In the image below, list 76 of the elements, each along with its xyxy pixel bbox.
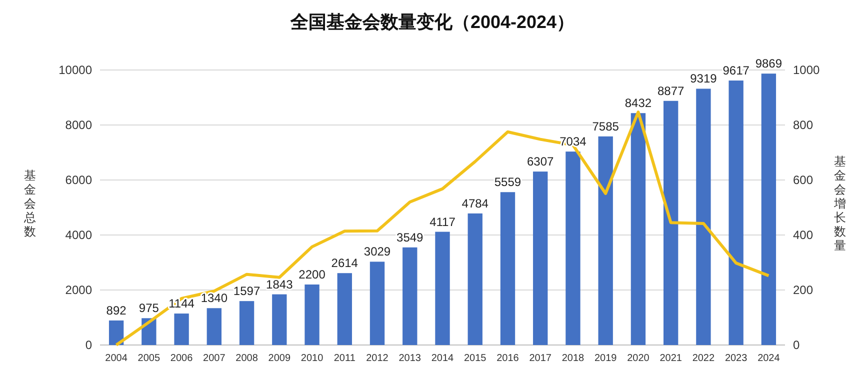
x-tick-label: 2005	[138, 353, 160, 364]
x-tick-label: 2008	[236, 353, 258, 364]
bar	[761, 74, 776, 345]
data-label: 7585	[592, 119, 620, 134]
y2-tick-label: 800	[793, 118, 814, 132]
data-label: 8432	[624, 96, 652, 110]
data-label: 1597	[233, 284, 260, 298]
data-label: 9617	[722, 64, 750, 78]
bar	[630, 113, 646, 345]
x-tick-label: 2019	[594, 353, 618, 364]
chart-title: 全国基金会数量变化（2004-2024）	[289, 12, 575, 32]
data-label: 3029	[364, 244, 391, 259]
bar	[696, 88, 711, 345]
y2-tick-label: 200	[793, 283, 814, 297]
y2-axis-title: 基金会增长数量	[833, 154, 846, 252]
x-tick-label: 2018	[562, 353, 585, 364]
y2-tick-label: 600	[793, 173, 814, 187]
bar	[239, 301, 254, 345]
bar	[108, 320, 124, 345]
x-tick-label: 2007	[203, 353, 226, 364]
x-tick-label: 2012	[366, 353, 389, 364]
y-tick-label: 8000	[65, 118, 92, 132]
x-tick-label: 2017	[529, 353, 552, 364]
data-label: 1843	[266, 277, 294, 292]
x-tick-label: 2011	[334, 353, 356, 364]
data-label: 1340	[200, 291, 228, 306]
x-tick-label: 2014	[431, 353, 454, 364]
x-tick-label: 2006	[170, 353, 194, 364]
data-label: 4784	[462, 196, 489, 210]
y-tick-label: 10000	[58, 63, 92, 77]
x-tick-label: 2013	[398, 353, 422, 364]
data-label: 9319	[690, 72, 718, 86]
data-label: 975	[138, 301, 160, 316]
data-label: 5559	[494, 175, 522, 190]
bar	[370, 262, 385, 345]
data-label: 8877	[657, 84, 685, 98]
x-tick-label: 2004	[105, 353, 128, 364]
bar	[598, 136, 613, 345]
bar	[174, 314, 189, 345]
bar	[402, 247, 418, 345]
y-tick-label: 0	[85, 338, 92, 352]
y2-tick-label: 400	[793, 228, 814, 242]
bar	[663, 100, 678, 345]
bar	[500, 192, 516, 345]
bar	[206, 308, 222, 345]
bar	[435, 232, 450, 345]
y-tick-label: 4000	[65, 228, 92, 242]
bar	[468, 213, 482, 345]
x-tick-label: 2024	[758, 353, 780, 364]
x-tick-label: 2009	[268, 353, 291, 364]
bar	[337, 273, 352, 345]
y-tick-label: 2000	[65, 283, 92, 297]
data-label: 2200	[298, 268, 326, 282]
data-label: 9869	[755, 56, 782, 71]
x-tick-label: 2016	[496, 353, 520, 364]
y-axis-title: 基金会总数	[23, 168, 36, 238]
data-label: 2614	[331, 256, 358, 270]
y2-tick-label: 1000	[793, 63, 820, 77]
bar	[272, 294, 287, 345]
x-tick-label: 2010	[300, 353, 324, 364]
data-label: 4117	[430, 214, 456, 229]
data-label: 7034	[560, 134, 587, 149]
x-tick-label: 2020	[627, 353, 650, 364]
y2-tick-label: 0	[793, 338, 800, 352]
y-tick-label: 6000	[65, 173, 92, 187]
x-tick-label: 2021	[660, 353, 682, 364]
data-label: 6307	[527, 154, 554, 169]
x-tick-label: 2015	[464, 353, 487, 364]
x-tick-label: 2023	[724, 353, 748, 364]
bar	[533, 172, 548, 345]
bar	[566, 152, 580, 345]
data-label: 892	[106, 303, 127, 318]
x-tick-label: 2022	[692, 353, 716, 364]
bar	[728, 80, 744, 345]
data-label: 3549	[396, 230, 424, 244]
bar	[304, 284, 320, 345]
